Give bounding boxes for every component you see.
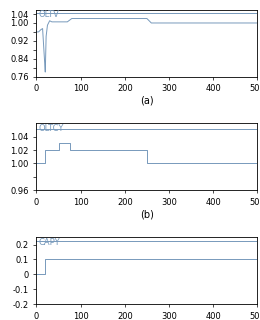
Text: CAPY: CAPY xyxy=(39,238,60,247)
X-axis label: (b): (b) xyxy=(140,210,154,220)
X-axis label: (a): (a) xyxy=(140,96,154,106)
Text: OLTCY: OLTCY xyxy=(39,124,64,133)
Text: OLTV: OLTV xyxy=(39,10,60,19)
